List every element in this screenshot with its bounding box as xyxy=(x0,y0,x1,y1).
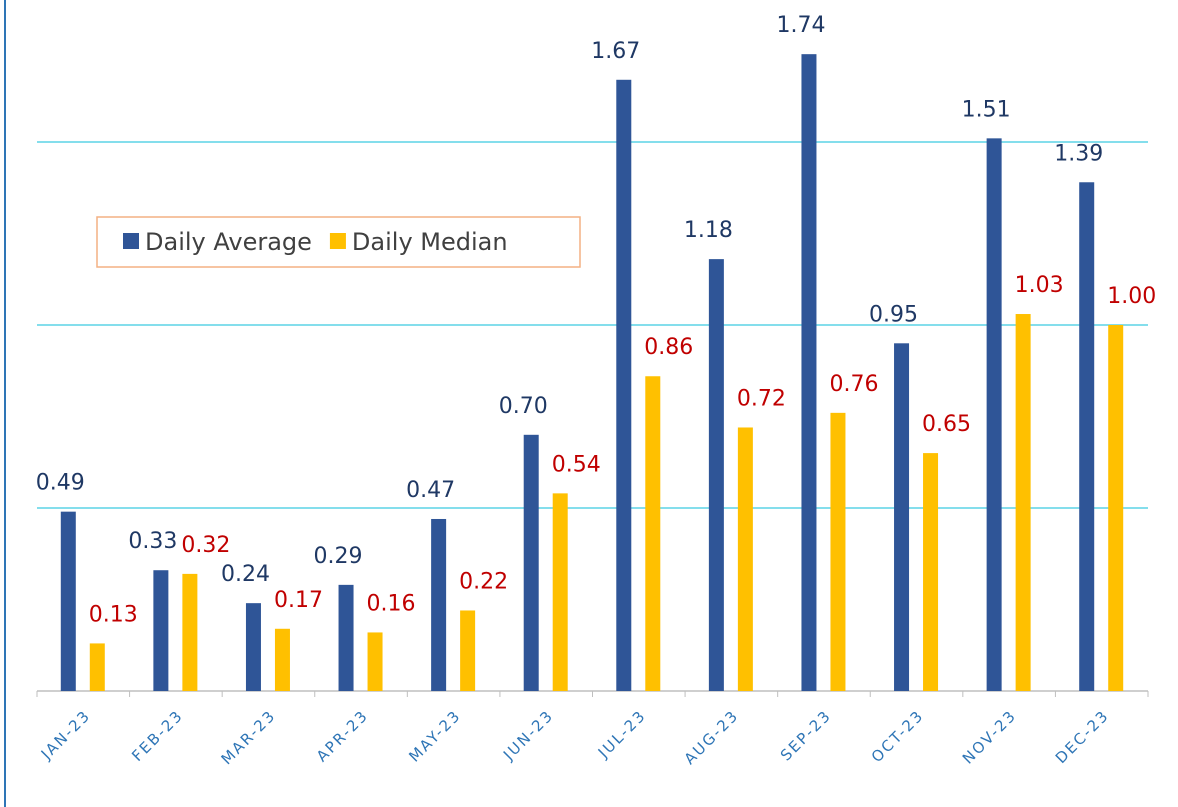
value-label: 0.29 xyxy=(314,544,363,569)
value-label: 0.47 xyxy=(406,478,455,503)
bar xyxy=(431,518,447,691)
bar xyxy=(245,603,261,691)
value-label: 0.70 xyxy=(499,394,548,419)
bar xyxy=(894,343,910,691)
value-label: 0.49 xyxy=(36,471,85,496)
x-tick-label: MAY-23 xyxy=(405,706,464,765)
bar xyxy=(153,570,169,691)
value-label: 0.76 xyxy=(829,372,878,397)
bar xyxy=(923,453,939,691)
bar xyxy=(801,54,817,692)
bar xyxy=(552,493,568,691)
x-tick-label: NOV-23 xyxy=(959,706,1020,767)
bar xyxy=(274,628,290,691)
bar xyxy=(737,427,753,691)
value-label: 1.39 xyxy=(1054,141,1103,166)
bar xyxy=(182,573,198,691)
value-label: 1.00 xyxy=(1107,284,1156,309)
bar xyxy=(523,434,539,691)
value-label: 0.54 xyxy=(552,452,601,477)
legend-label: Daily Average xyxy=(145,228,312,256)
bar xyxy=(616,79,632,691)
value-label: 1.74 xyxy=(776,13,825,38)
legend-swatch xyxy=(329,233,346,249)
bar xyxy=(708,259,724,691)
bar xyxy=(830,412,846,691)
value-label: 0.17 xyxy=(274,588,323,613)
x-tick-label: MAR-23 xyxy=(218,706,280,768)
value-label: 1.03 xyxy=(1015,273,1064,298)
value-label: 1.67 xyxy=(591,39,640,64)
bar xyxy=(645,376,661,691)
value-label: 0.13 xyxy=(89,602,138,627)
value-label: 0.32 xyxy=(181,533,230,558)
value-label: 1.18 xyxy=(684,218,733,243)
x-tick-label: APR-23 xyxy=(313,706,372,765)
bar xyxy=(338,584,354,691)
x-tick-label: SEP-23 xyxy=(777,706,835,764)
x-tick-label: DEC-23 xyxy=(1052,706,1113,767)
value-label: 0.65 xyxy=(922,412,971,437)
value-label: 0.72 xyxy=(737,386,786,411)
value-label: 0.95 xyxy=(869,302,918,327)
x-tick-label: AUG-23 xyxy=(681,706,743,768)
x-tick-label: JUL-23 xyxy=(594,706,650,762)
bar xyxy=(986,138,1002,691)
x-tick-label: OCT-23 xyxy=(868,706,928,766)
value-label: 0.22 xyxy=(459,569,508,594)
bar xyxy=(89,643,105,691)
x-tick-label: JUN-23 xyxy=(499,706,557,764)
legend-swatch xyxy=(123,233,139,249)
bar xyxy=(367,632,383,691)
x-tick-label: FEB-23 xyxy=(128,706,187,765)
value-label: 0.86 xyxy=(644,335,693,360)
bar xyxy=(1079,182,1095,692)
x-tick-label: JAN-23 xyxy=(37,706,94,763)
bar xyxy=(460,610,476,691)
bar xyxy=(1015,314,1031,691)
value-label: 0.33 xyxy=(128,529,177,554)
bar xyxy=(60,511,76,691)
legend-label: Daily Median xyxy=(352,228,508,256)
value-label: 1.51 xyxy=(962,97,1011,122)
value-label: 0.24 xyxy=(221,562,270,587)
bar xyxy=(1108,325,1124,691)
value-label: 0.16 xyxy=(367,591,416,616)
